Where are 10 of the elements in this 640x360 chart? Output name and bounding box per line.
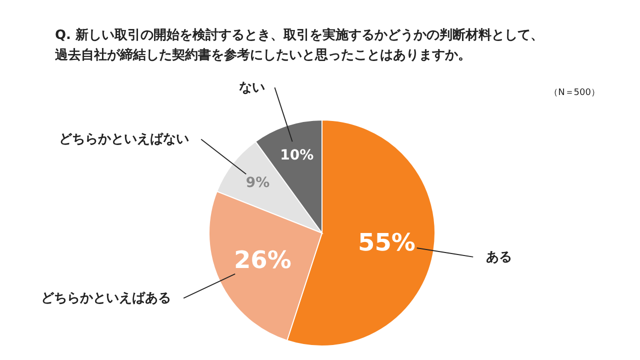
slice-label: どちらかといえばない — [59, 132, 190, 148]
slice-label: どちらかといえばある — [41, 291, 172, 306]
data-label: 26% — [234, 246, 292, 274]
chart-title: Q. 新しい取引の開始を検討するとき、取引を実施するかどうかの判断材料として、過去自社が締結した契約書を参考にしたいと思ったことはありますか。 — [54, 27, 544, 63]
data-label: 55% — [358, 228, 416, 256]
text: （N＝500） — [549, 88, 600, 98]
slice-label: ある — [486, 250, 512, 265]
data-label: 10% — [280, 148, 314, 164]
slice-label: ない — [239, 80, 266, 96]
data-label: 9% — [246, 175, 270, 192]
